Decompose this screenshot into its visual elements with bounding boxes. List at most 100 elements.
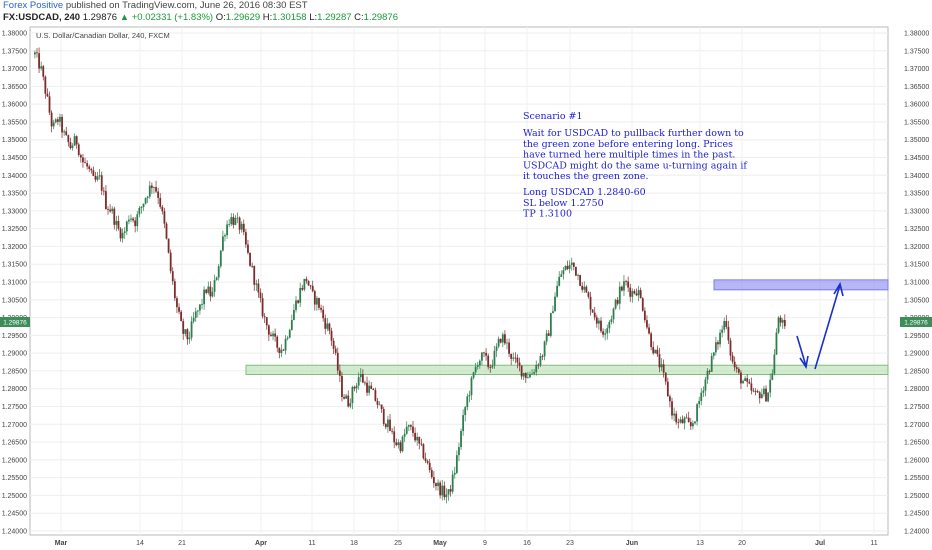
x-tick-label: 25 [394,540,402,547]
candle-body [222,236,224,251]
candle-body [763,388,765,395]
y-tick-label-left: 1.35500 [2,119,27,126]
y-tick-label-right: 1.33000 [904,208,929,215]
candle-body [194,311,197,318]
candle-body [364,382,366,384]
candle-body [349,403,352,407]
candle-body [332,340,335,349]
candle-body [384,423,387,428]
scenario-line: the green zone before entering long. Pri… [523,139,733,150]
x-tick-label: 14 [136,540,144,547]
candle-body [767,392,769,402]
y-tick-label-right: 1.38000 [904,31,929,38]
candle-body [376,400,379,405]
author-link[interactable]: Forex Positive [3,0,64,11]
candle-body [432,477,435,484]
scenario-trade-line: SL below 1.2750 [523,198,604,209]
candle-body [428,462,431,470]
candle-body [491,365,494,368]
x-tick-label: 20 [738,540,746,547]
candle-body [692,423,694,427]
candle-body [765,388,767,402]
arrow-up-line [814,284,841,370]
candle-body [771,373,774,380]
candle-body [56,119,59,122]
candle-body [568,264,571,269]
candle-body [687,417,690,423]
candle-body [326,323,329,329]
y-tick-label-left: 1.33000 [2,208,27,215]
candle-body [549,313,552,336]
candle-body [646,320,648,328]
candle-body [608,321,611,329]
candle-body [623,281,625,291]
candle-body [700,392,703,401]
candle-body [476,365,479,367]
candle-body [353,387,356,389]
y-axis-left: 1.38000 1.37500 1.37000 1.36500 1.36000 1.355… [2,31,27,536]
candle-body [228,224,231,225]
candle-body [130,218,132,220]
candle-body [368,385,371,393]
ohlc-line: FX:USDCAD, 240 1.29876 ▲ +0.02331 (+1.83… [3,12,398,24]
y-tick-label-right: 1.34000 [904,173,929,180]
candle-body [63,131,66,133]
candle-body [422,444,425,459]
candle-body [426,460,429,463]
y-tick-label-right: 1.36500 [904,84,929,91]
price-tag-left-text: 1.29876 [3,319,27,326]
low-value: 1.29287 [317,12,352,23]
candle-body [604,333,607,335]
candle-body [40,66,43,69]
candle-body [90,168,93,171]
candle-body [725,321,728,327]
candle-body [115,220,118,225]
candle-body [111,208,114,212]
candle-body [616,299,619,304]
candle-body [506,342,508,344]
candle-body [524,373,527,378]
y-tick-label-left: 1.30500 [2,297,27,304]
candle-body [184,329,187,334]
candle-body [378,404,381,406]
candle-body [744,378,747,381]
candle-body [405,426,408,434]
candle-body [689,422,692,427]
candle-body [746,378,749,382]
candle-body [125,221,128,232]
candle-body [518,362,521,366]
candle-body [589,296,592,310]
candle-body [666,381,669,397]
candle-body [234,217,237,225]
candle-body [355,385,358,389]
candle-body [781,320,784,323]
y-tick-label-right: 1.27000 [904,422,929,429]
scenario-line: it touches the green zone. [523,171,649,182]
candle-body [708,370,711,372]
candle-body [731,355,734,362]
candle-body [240,223,243,230]
candle-body [460,430,462,448]
candle-body [207,286,210,293]
candle-body [522,373,525,377]
candle-body [410,425,412,427]
candle-body [587,292,590,297]
candles [34,47,786,504]
candle-body [737,368,740,373]
candle-body [105,191,107,210]
candle-body [359,374,362,378]
candle-body [554,296,556,312]
candle-body [50,112,53,127]
candle-body [203,289,205,305]
zones [245,279,889,375]
y-tick-label-right: 1.37500 [904,48,929,55]
candle-body [698,400,701,405]
x-tick-label: 21 [178,540,186,547]
candle-body [345,395,348,399]
published-text: published on TradingView.com, June 26, 2… [63,0,308,11]
candle-body [253,266,256,285]
candle-body [537,364,540,366]
candle-body [733,361,736,368]
y-tick-label-right: 1.24000 [904,529,929,536]
